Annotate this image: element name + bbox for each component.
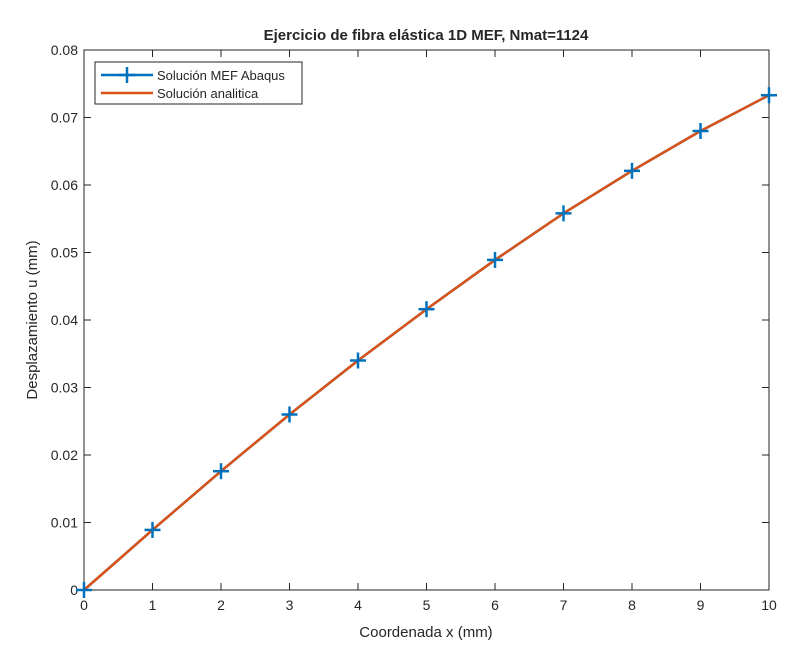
- y-tick-label: 0.06: [51, 177, 78, 193]
- y-tick-label: 0.04: [51, 312, 78, 328]
- x-tick-label: 5: [423, 597, 431, 613]
- legend-box: [94, 61, 303, 105]
- data-point-marker: [487, 251, 503, 268]
- y-axis-ticks: 0 0.01 0.02 0.03 0.04 0.05 0.06 0.07 0.08: [51, 42, 769, 598]
- x-tick-label: 8: [628, 597, 636, 613]
- data-point-marker: [350, 352, 366, 369]
- x-tick-label: 7: [560, 597, 568, 613]
- data-point-marker: [281, 406, 298, 423]
- legend-label-mef: Solución MEF Abaqus: [157, 68, 285, 83]
- x-tick-label: 6: [491, 597, 499, 613]
- series-layer: [76, 87, 777, 598]
- data-point-marker: [213, 463, 229, 480]
- data-point-marker: [761, 87, 777, 104]
- x-tick-label: 0: [80, 597, 88, 613]
- y-tick-label: 0: [70, 582, 78, 598]
- data-point-marker: [555, 205, 572, 222]
- chart-title: Ejercicio de fibra elástica 1D MEF, Nmat…: [264, 27, 589, 44]
- x-tick-label: 2: [217, 597, 225, 613]
- legend-marker-mef: [119, 67, 135, 83]
- y-tick-label: 0.03: [51, 380, 78, 396]
- y-tick-label: 0.01: [51, 515, 78, 531]
- data-point-marker: [692, 123, 709, 139]
- y-tick-label: 0.08: [51, 42, 78, 58]
- data-point-marker: [624, 162, 640, 179]
- legend-label-analitica: Solución analitica: [157, 86, 259, 101]
- x-tick-label: 1: [149, 597, 157, 613]
- x-tick-label: 10: [761, 597, 777, 613]
- data-point-marker: [144, 521, 161, 538]
- legend-plus-marker: [119, 67, 135, 83]
- data-point-marker: [76, 582, 92, 598]
- plot-area: [83, 49, 770, 591]
- x-tick-label: 4: [354, 597, 362, 613]
- x-tick-label: 9: [697, 597, 705, 613]
- y-tick-label: 0.07: [51, 110, 78, 126]
- x-tick-label: 3: [286, 597, 294, 613]
- y-axis-label: Desplazamiento u (mm): [24, 240, 41, 399]
- data-point-marker: [418, 301, 435, 318]
- y-tick-label: 0.05: [51, 245, 78, 261]
- x-axis-label: Coordenada x (mm): [359, 624, 492, 641]
- legend: Solución MEF Abaqus Solución analitica: [94, 61, 303, 105]
- y-tick-label: 0.02: [51, 447, 78, 463]
- x-axis-ticks: 0 1 2 3 4 5 6 7 8 9 10: [80, 50, 777, 613]
